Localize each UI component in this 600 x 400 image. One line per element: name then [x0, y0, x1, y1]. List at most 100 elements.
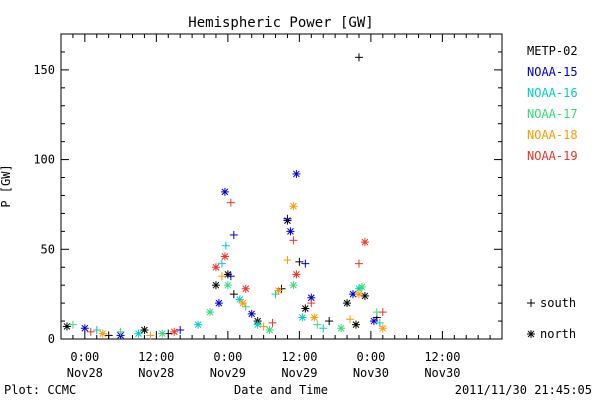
x-tick-label-date: Nov30 [353, 366, 389, 380]
series-noaa-15 [80, 169, 378, 340]
data-point-north [205, 308, 214, 317]
data-point-south [378, 308, 387, 317]
x-tick-label-time: 0:00 [356, 350, 385, 364]
series-metp-02 [62, 53, 381, 340]
data-points [62, 53, 387, 340]
data-point-south [92, 326, 101, 335]
data-point-south [295, 257, 304, 266]
y-tick-label: 0 [48, 332, 55, 346]
data-point-north [158, 329, 167, 338]
data-point-north [253, 320, 262, 329]
data-point-south [68, 320, 77, 329]
data-point-south [283, 214, 292, 223]
data-point-north [286, 227, 295, 236]
data-point-north [292, 270, 301, 279]
data-point-north [238, 299, 247, 308]
legend-entry-noaa-17: NOAA-17 [527, 107, 578, 121]
x-tick-label-date: Nov28 [67, 366, 103, 380]
legend-entry-noaa-16: NOAA-16 [527, 86, 578, 100]
data-point-south [221, 241, 230, 250]
data-point-south [346, 315, 355, 324]
data-point-north [289, 281, 298, 290]
data-point-south [259, 322, 268, 331]
x-tick-label-date: Nov29 [210, 366, 246, 380]
data-point-south [289, 236, 298, 245]
data-point-south [217, 259, 226, 268]
data-point-north [289, 202, 298, 211]
data-point-south [325, 317, 334, 326]
data-point-north [220, 252, 229, 261]
x-tick-label-time: 12:00 [138, 350, 174, 364]
data-point-north [194, 320, 203, 329]
data-point-north [211, 281, 220, 290]
data-point-north [307, 293, 316, 302]
legend-symbol-north [527, 330, 535, 338]
series-noaa-16 [92, 241, 384, 338]
legend-entry-noaa-15: NOAA-15 [527, 65, 578, 79]
data-point-north [301, 304, 310, 313]
footer-source: Plot: CCMC [4, 383, 76, 397]
data-point-north [265, 326, 274, 335]
data-point-south [146, 331, 155, 340]
data-point-north [310, 313, 319, 322]
data-point-south [283, 256, 292, 265]
data-point-north [140, 326, 149, 335]
data-point-north [351, 320, 360, 329]
series-noaa-18 [98, 202, 387, 340]
chart-title: Hemispheric Power [GW] [188, 15, 373, 31]
data-point-north [80, 324, 89, 333]
data-point-south [226, 272, 235, 281]
data-point-south [176, 326, 185, 335]
data-point-north [360, 238, 369, 247]
data-point-south [229, 290, 238, 299]
y-axis-label: P [GW] [0, 164, 13, 207]
data-point-south [268, 318, 277, 327]
data-point-south [116, 327, 125, 336]
data-point-south [307, 299, 316, 308]
data-point-north [62, 322, 71, 331]
data-point-north [214, 299, 223, 308]
plot-frame [60, 33, 503, 340]
y-tick-label: 100 [33, 153, 55, 167]
data-point-north [98, 329, 107, 338]
data-point-north [274, 286, 283, 295]
data-point-north [354, 290, 363, 299]
data-point-north [223, 281, 232, 290]
data-point-north [369, 317, 378, 326]
data-point-north [298, 313, 307, 322]
legend-entry-noaa-19: NOAA-19 [527, 149, 578, 163]
footer-timestamp: 2011/11/30 21:45:05 [455, 383, 592, 397]
series-noaa-17 [68, 281, 381, 338]
data-point-south [354, 53, 363, 62]
data-point-north [211, 263, 220, 272]
data-point-north [337, 324, 346, 333]
x-tick-label-date: Nov29 [281, 366, 317, 380]
data-point-south [313, 320, 322, 329]
x-tick-label-time: 0:00 [213, 350, 242, 364]
data-point-south [301, 259, 310, 268]
legend-entry-metp-02: METP-02 [527, 44, 578, 58]
y-tick-label: 150 [33, 63, 55, 77]
x-tick-label-date: Nov28 [138, 366, 174, 380]
data-point-north [247, 309, 256, 318]
data-point-north [357, 282, 366, 291]
y-axis: 0 50 100 150 [33, 33, 502, 346]
data-point-north [170, 327, 179, 336]
y-tick-label: 50 [41, 242, 55, 256]
legend-entry-noaa-18: NOAA-18 [527, 128, 578, 142]
data-point-south [217, 272, 226, 281]
symbol-legend: south north [527, 296, 576, 341]
data-point-south [86, 327, 95, 336]
legend-symbol-south [527, 299, 535, 307]
data-point-north [343, 299, 352, 308]
series-noaa-19 [86, 198, 387, 336]
x-tick-label-time: 12:00 [424, 350, 460, 364]
data-point-south [104, 331, 113, 340]
data-point-north [378, 324, 387, 333]
data-point-north [241, 284, 250, 293]
data-point-north [292, 169, 301, 178]
legend-label-south: south [540, 296, 576, 310]
data-point-south [319, 324, 328, 333]
x-tick-label-date: Nov30 [424, 366, 460, 380]
